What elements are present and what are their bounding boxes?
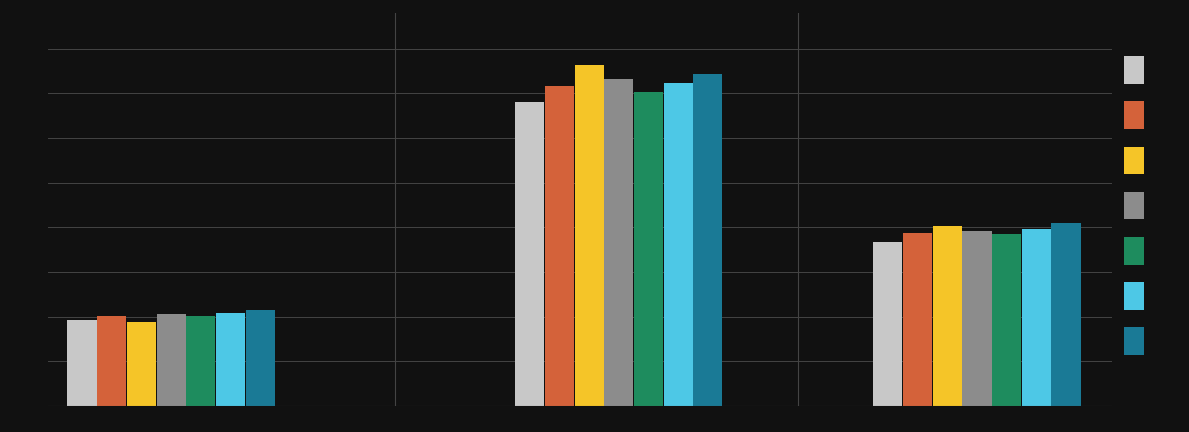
Bar — [1125, 56, 1144, 84]
Bar — [634, 92, 663, 406]
Bar — [574, 65, 604, 406]
Bar — [545, 86, 574, 406]
Bar — [604, 79, 634, 406]
Bar — [962, 231, 992, 406]
Bar — [127, 322, 156, 406]
Bar — [693, 74, 723, 406]
Bar — [97, 316, 126, 406]
Bar — [663, 83, 693, 406]
Bar — [992, 234, 1021, 406]
Bar — [515, 102, 545, 406]
Bar — [1125, 237, 1144, 264]
Bar — [1125, 192, 1144, 219]
Bar — [157, 314, 185, 406]
Bar — [68, 320, 96, 406]
Bar — [874, 241, 902, 406]
Bar — [1051, 223, 1081, 406]
Bar — [187, 316, 215, 406]
Bar — [932, 226, 962, 406]
Bar — [1125, 146, 1144, 174]
Bar — [216, 313, 245, 406]
Bar — [1021, 229, 1051, 406]
Bar — [1125, 282, 1144, 310]
Bar — [1125, 327, 1144, 355]
Bar — [246, 310, 275, 406]
Bar — [904, 233, 932, 406]
Bar — [1125, 102, 1144, 129]
